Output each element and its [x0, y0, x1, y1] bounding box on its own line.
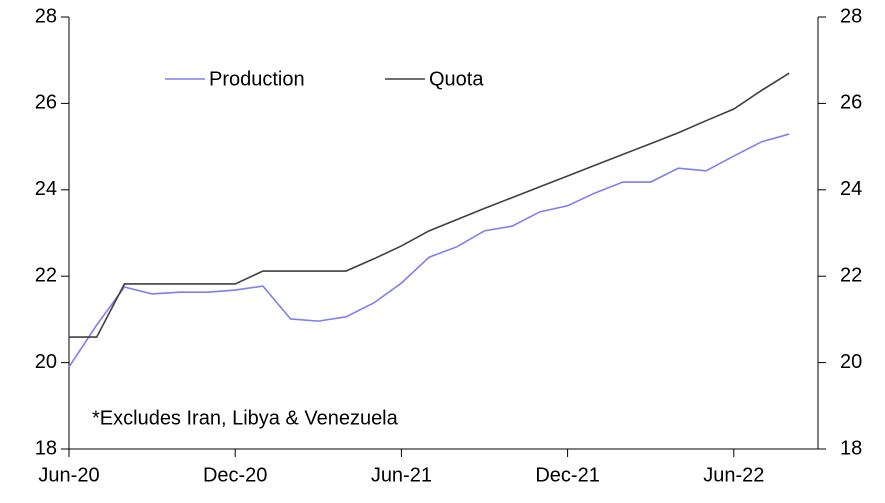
annotation: *Excludes Iran, Libya & Venezuela: [92, 407, 399, 429]
y-tick-label: 20: [35, 351, 57, 373]
y-tick-label: 24: [35, 178, 57, 200]
y2-tick-label: 26: [840, 92, 862, 114]
y2-tick-label: 28: [840, 5, 862, 27]
x-tick-label: Dec-21: [535, 464, 599, 486]
y2-tick-label: 18: [840, 437, 862, 459]
x-tick-label: Dec-20: [203, 464, 267, 486]
x-tick-label: Jun-21: [371, 464, 432, 486]
y2-tick-label: 20: [840, 351, 862, 373]
y-tick-label: 18: [35, 437, 57, 459]
x-tick-label: Jun-22: [703, 464, 764, 486]
legend-label: Production: [209, 68, 305, 90]
series-line: [68, 133, 790, 368]
legend-label: Quota: [429, 68, 484, 90]
y-tick-label: 22: [35, 264, 57, 286]
y-tick-label: 26: [35, 92, 57, 114]
y2-tick-label: 22: [840, 264, 862, 286]
x-tick-label: Jun-20: [38, 464, 99, 486]
y2-tick-label: 24: [840, 178, 862, 200]
y-tick-label: 28: [35, 5, 57, 27]
series-line: [69, 72, 790, 338]
